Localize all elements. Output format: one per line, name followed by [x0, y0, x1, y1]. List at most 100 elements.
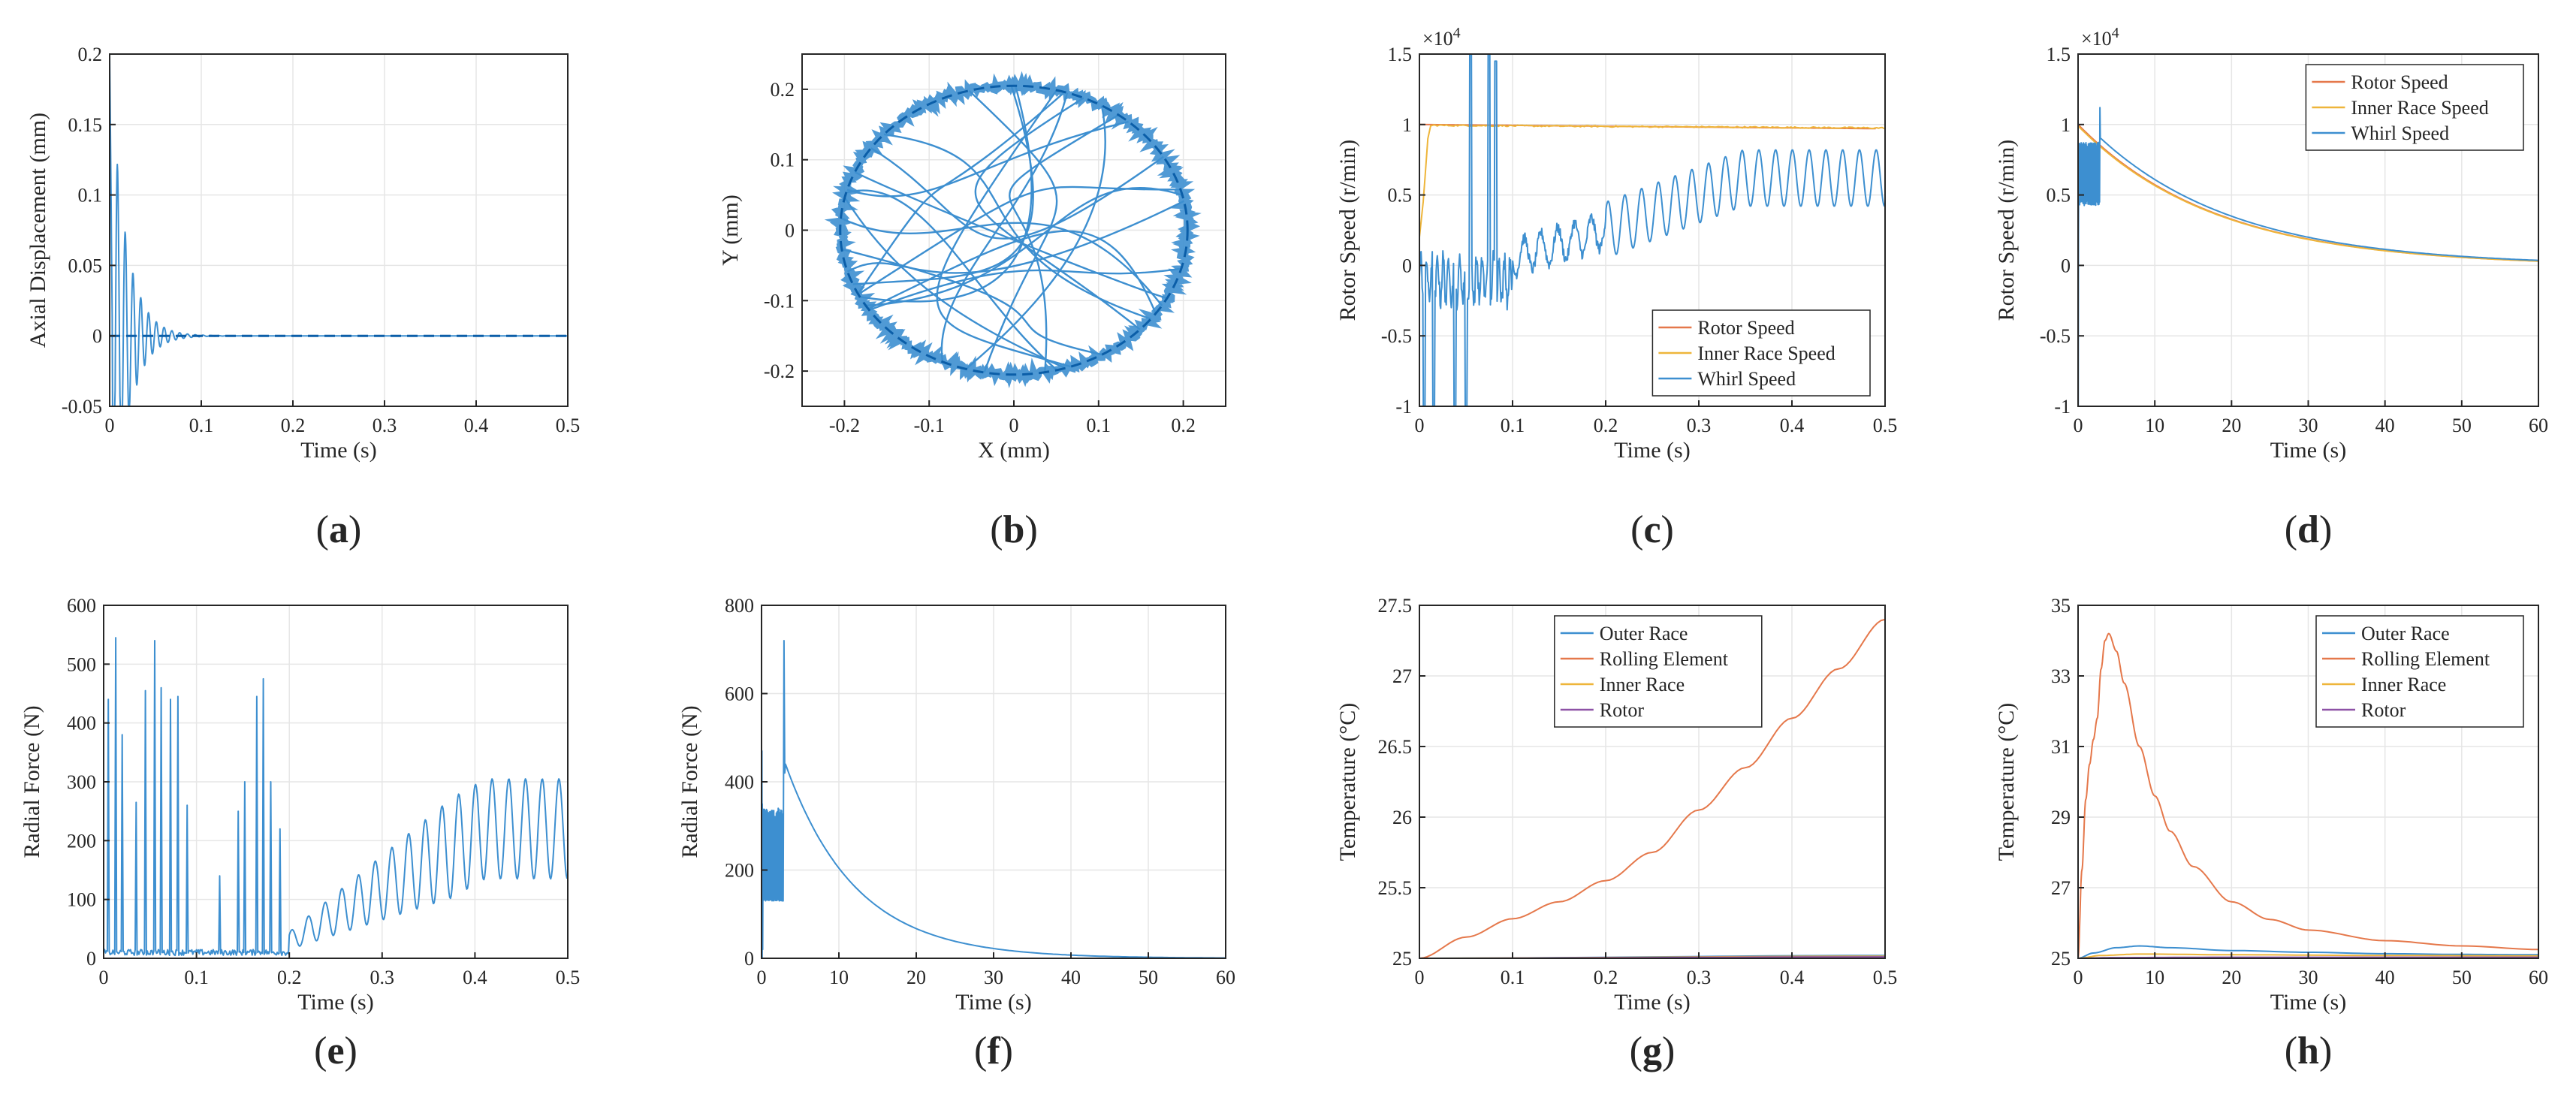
y-tick-label: 100 [67, 889, 96, 911]
y-tick-label: 0.2 [78, 44, 103, 65]
x-tick-label: 20 [906, 967, 926, 988]
legend-entry: Outer Race [1600, 623, 1688, 644]
y-tick-label: 0.05 [68, 255, 103, 276]
orbit-path [1009, 114, 1119, 373]
x-axis-label: Time (s) [297, 990, 373, 1015]
x-axis-label: Time (s) [300, 438, 376, 463]
x-tick-label: 0.2 [277, 967, 302, 988]
y-tick-label: 25 [2051, 948, 2071, 970]
x-tick-label: 0 [1009, 415, 1019, 436]
panel-label: (g) [1630, 1030, 1676, 1072]
y-tick-label: 800 [725, 595, 754, 617]
y-tick-label: 33 [2051, 665, 2071, 687]
legend: Rotor Speed Inner Race Speed Whirl Speed [1651, 309, 1871, 397]
x-tick-label: 40 [1061, 967, 1081, 988]
y-axis-label: Temperature (°C) [1335, 703, 1360, 861]
series-group [1419, 54, 1885, 406]
x-tick-label: 10 [829, 967, 849, 988]
y-tick-label: -0.2 [764, 360, 795, 382]
x-tick-label: 0.5 [1873, 967, 1898, 988]
y-tick-label: 0.2 [771, 79, 795, 101]
orbit-path [870, 147, 1164, 240]
y-tick-label: 31 [2051, 736, 2071, 758]
x-axis-label: Time (s) [1614, 438, 1690, 463]
orbit-path [857, 91, 1066, 294]
panel-label: (f) [974, 1030, 1013, 1072]
series-group [824, 71, 1202, 388]
series-line [1419, 618, 1885, 958]
x-tick-label: 50 [2452, 415, 2472, 436]
orbit-path [883, 133, 1151, 320]
y-tick-label: 400 [67, 713, 96, 734]
x-tick-label: 0.1 [1501, 967, 1525, 988]
y-tick-label: 0.5 [1388, 185, 1413, 207]
x-tick-label: 0.4 [464, 415, 489, 436]
y-tick-label: 1 [1402, 114, 1412, 136]
x-tick-label: 50 [1139, 967, 1158, 988]
y-tick-label: 27 [1392, 665, 1412, 687]
legend-box [1554, 615, 1763, 728]
y-tick-label: 400 [725, 771, 754, 793]
series-group [104, 637, 568, 957]
axes-box [1419, 53, 1886, 407]
y-axis-label: Radial Force (N) [20, 705, 44, 858]
y-tick-label: -0.5 [2040, 325, 2071, 347]
legend-entry: Rolling Element [1600, 648, 1729, 670]
x-tick-label: 20 [2222, 415, 2241, 436]
x-tick-label: 0.5 [556, 967, 581, 988]
series-line [2078, 953, 2538, 958]
y-axis-label: Rotor Speed (r/min) [1335, 140, 1360, 321]
y-tick-label: 1.5 [1388, 44, 1413, 65]
x-tick-label: 0 [2074, 415, 2083, 436]
legend-entry: Whirl Speed [1697, 368, 1796, 390]
orbit-path [846, 200, 1185, 274]
y-tick-label: -0.05 [62, 396, 102, 418]
x-tick-label: 60 [2529, 967, 2548, 988]
plot-area [110, 54, 568, 406]
x-tick-label: 0.5 [556, 415, 581, 436]
y-exponent-label: ×104 [1422, 25, 1461, 50]
x-tick-label: -0.2 [829, 415, 860, 436]
axes-box [1419, 605, 1886, 959]
orbit-path [843, 197, 1066, 370]
x-tick-label: 0.3 [373, 415, 397, 436]
y-tick-label: 1.5 [2047, 44, 2071, 65]
x-tick-label: -0.1 [914, 415, 945, 436]
series-group [110, 54, 568, 406]
y-tick-label: -0.1 [764, 290, 795, 312]
x-tick-label: 0.4 [463, 967, 487, 988]
chart-e: 0 0.1 0.2 0.3 0.4 0.5 0 100 200 300 400 500 600 Time … [20, 595, 580, 1072]
legend: Rotor Speed Inner Race Speed Whirl Speed [2305, 64, 2524, 151]
y-tick-label: -1 [2054, 396, 2071, 418]
series-line [762, 640, 1225, 958]
series-line [1419, 54, 1885, 406]
y-tick-label: 0 [86, 948, 96, 970]
x-tick-label: 0.3 [370, 967, 395, 988]
x-tick-label: 0.1 [189, 415, 214, 436]
y-tick-label: 0 [1402, 255, 1412, 276]
panel-label: (e) [314, 1030, 357, 1072]
y-tick-label: 27 [2051, 877, 2071, 899]
x-tick-label: 0.3 [1687, 967, 1712, 988]
y-tick-label: 1 [2061, 114, 2071, 136]
legend: Outer Race Rolling Element Inner Race Rotor [2315, 615, 2524, 728]
chart-h: 0 10 20 30 40 50 60 25 27 29 31 33 35 Time (s) Tempera… [1994, 595, 2548, 1072]
y-tick-label: -1 [1395, 396, 1412, 418]
series-line [2078, 107, 2538, 406]
y-tick-label: 0 [785, 220, 795, 242]
y-axis-label: Radial Force (N) [677, 705, 702, 858]
legend-entry: Whirl Speed [2351, 122, 2449, 144]
legend-box [2315, 615, 2524, 728]
legend-entry: Inner Race [1600, 674, 1685, 695]
panel-label: (a) [316, 508, 362, 551]
legend-entry: Inner Race Speed [2351, 97, 2488, 119]
y-exponent-label: ×104 [2081, 25, 2119, 50]
x-tick-label: 0 [2074, 967, 2083, 988]
y-axis-label: Y (mm) [718, 195, 743, 266]
x-axis-label: X (mm) [978, 438, 1050, 463]
axes-box [109, 53, 569, 407]
orbit-path [854, 171, 1168, 300]
orbit-path [865, 187, 1183, 307]
x-tick-label: 30 [984, 967, 1003, 988]
